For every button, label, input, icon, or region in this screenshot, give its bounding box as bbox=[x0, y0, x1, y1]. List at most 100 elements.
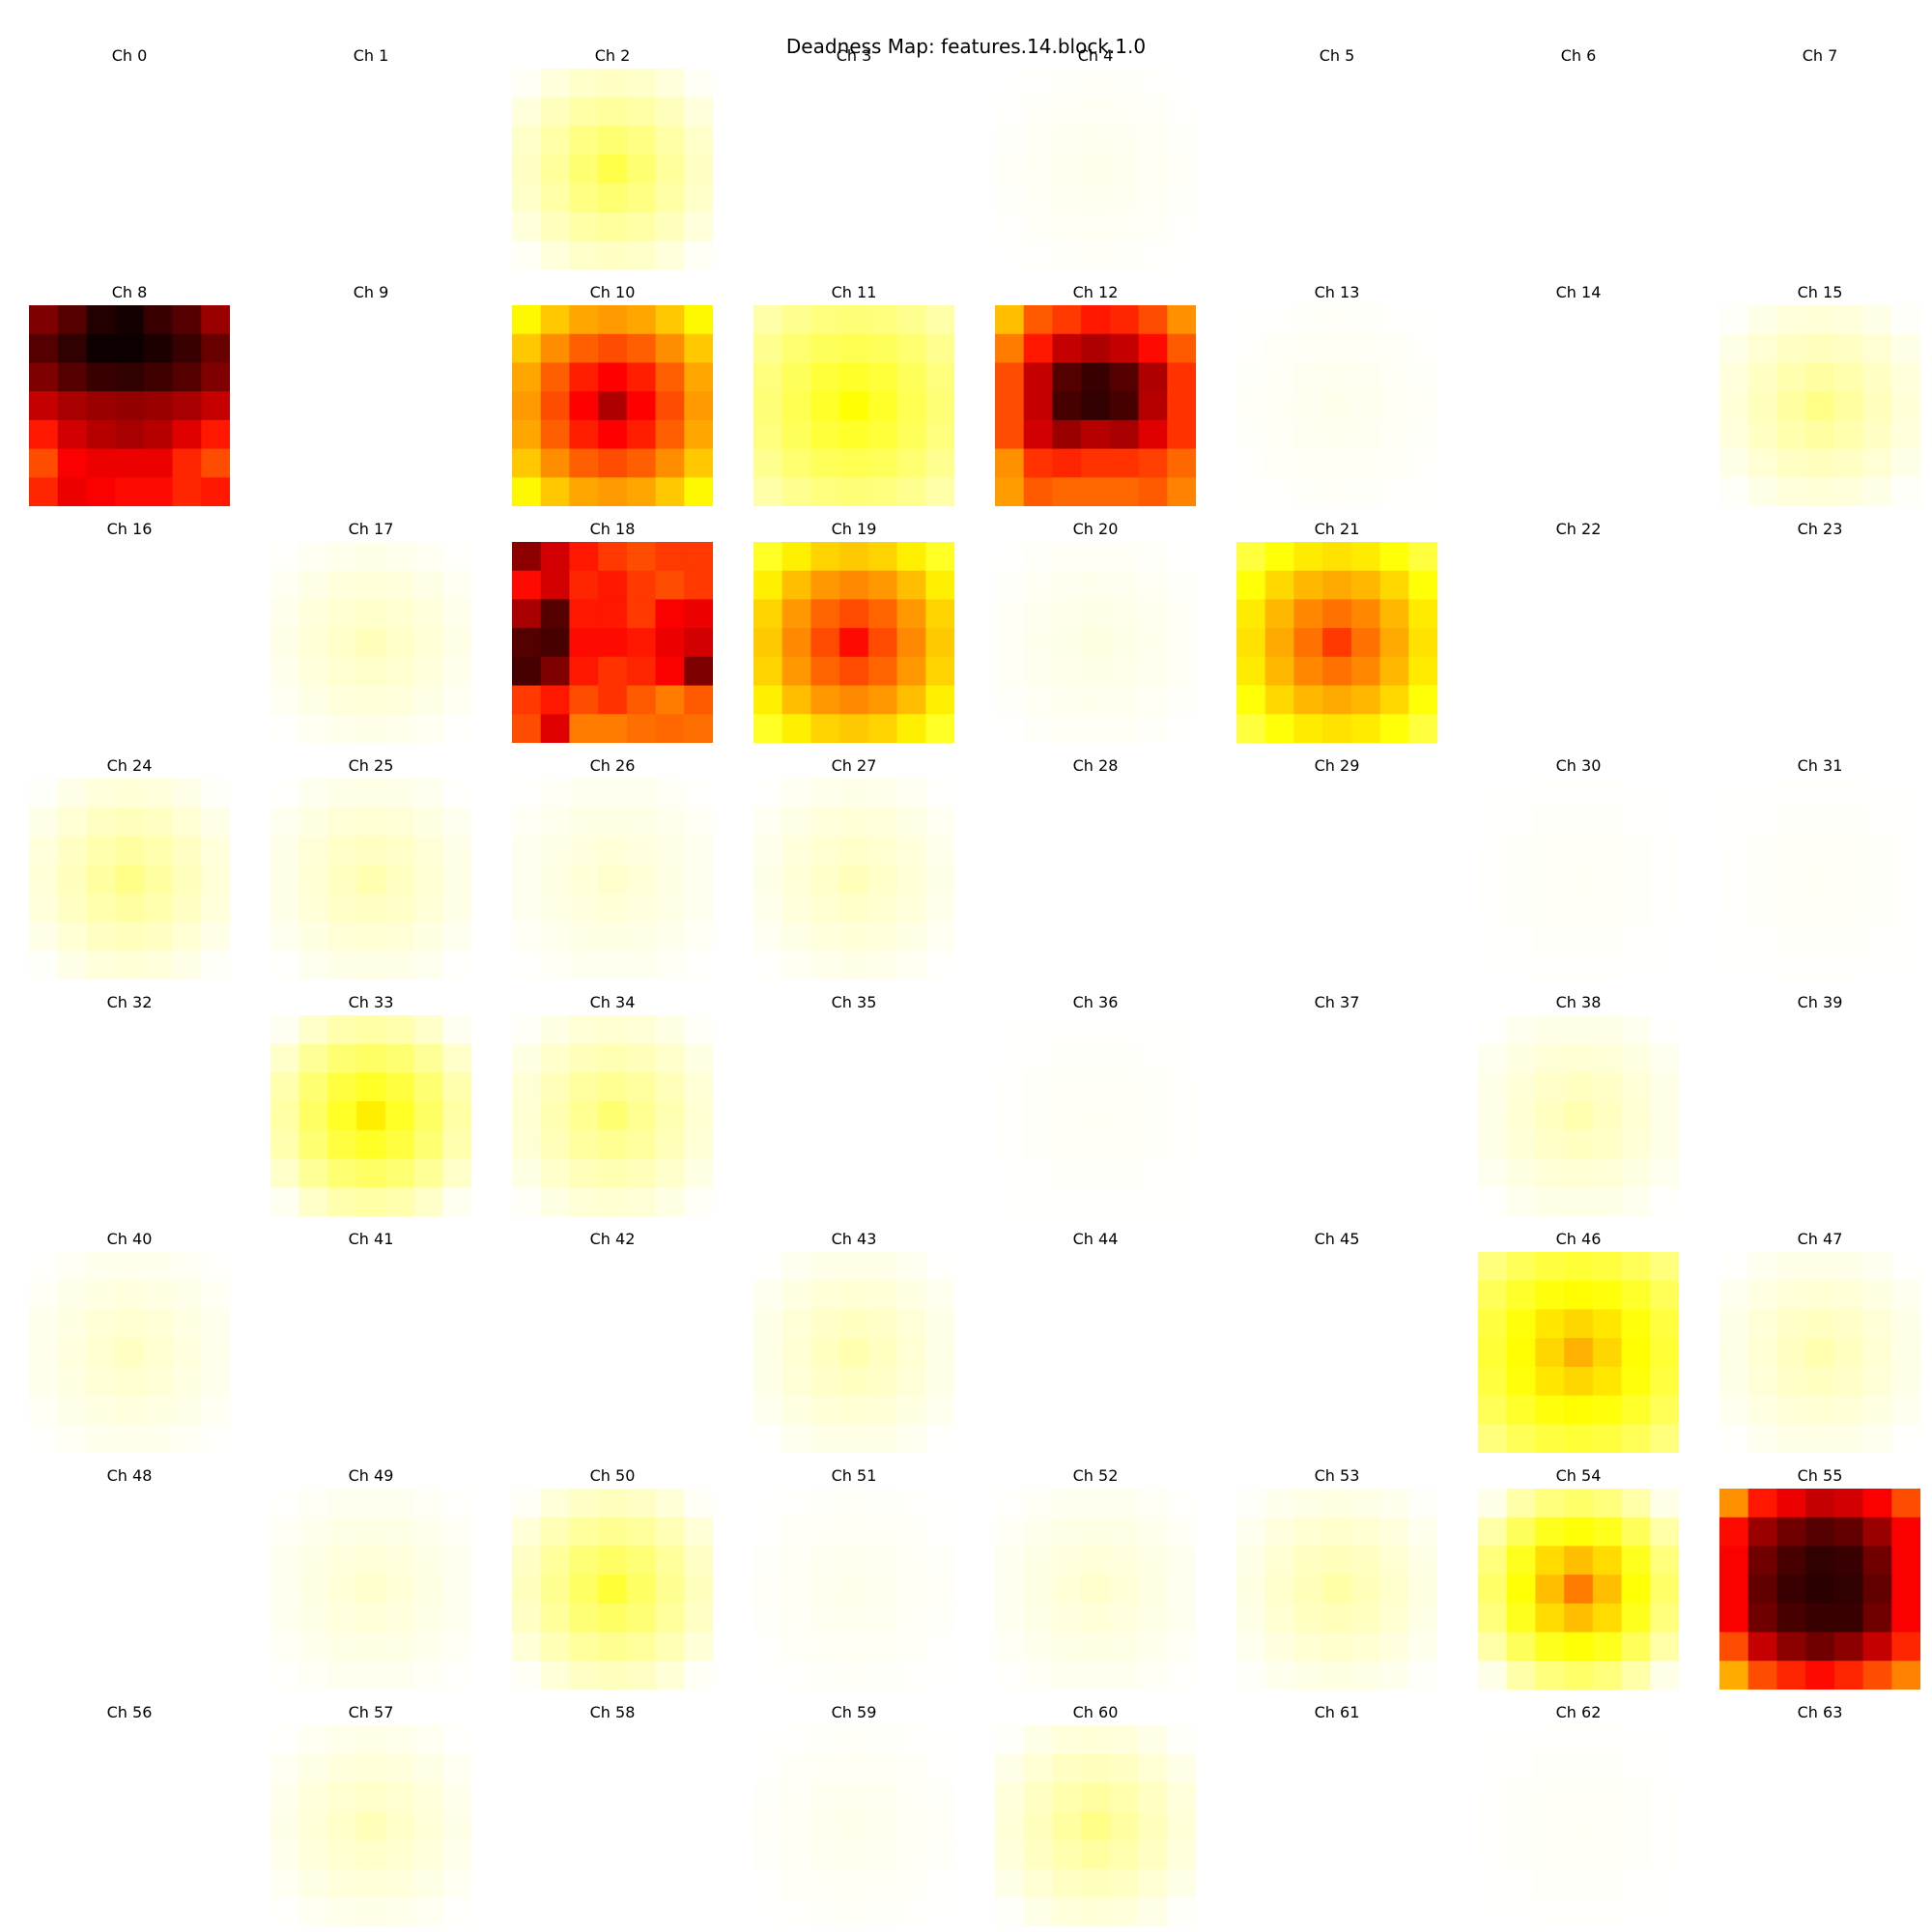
heatmap-cell bbox=[384, 779, 415, 809]
heatmap-cell bbox=[86, 391, 116, 421]
heatmap-cell bbox=[626, 807, 657, 838]
heatmap-cell bbox=[1236, 1158, 1266, 1188]
heatmap-cell bbox=[172, 1395, 202, 1425]
heatmap-cell bbox=[1052, 448, 1082, 478]
heatmap-cell bbox=[839, 1158, 869, 1188]
heatmap-cell bbox=[384, 1366, 415, 1397]
heatmap-cell bbox=[655, 391, 685, 421]
heatmap-cell bbox=[442, 1101, 471, 1131]
heatmap-cell bbox=[896, 333, 926, 364]
heatmap-cell bbox=[1023, 714, 1054, 743]
heatmap-cell bbox=[1747, 570, 1778, 601]
channel-title: Ch 22 bbox=[1555, 520, 1602, 538]
heatmap-cell bbox=[995, 419, 1025, 450]
heatmap-cell bbox=[1236, 1575, 1266, 1605]
heatmap-cell bbox=[1379, 155, 1409, 185]
heatmap-cell bbox=[810, 1546, 840, 1576]
heatmap-cell bbox=[626, 1252, 657, 1282]
heatmap-cell bbox=[1023, 1661, 1054, 1690]
heatmap-cell bbox=[1236, 333, 1266, 364]
heatmap-cell bbox=[327, 685, 357, 715]
heatmap-cell bbox=[810, 951, 840, 980]
heatmap-cell bbox=[413, 333, 443, 364]
heatmap-cell bbox=[115, 865, 145, 895]
heatmap-cell bbox=[781, 305, 812, 335]
heatmap-cell bbox=[384, 419, 415, 450]
channel-title: Ch 52 bbox=[1072, 1466, 1119, 1485]
heatmap-cell bbox=[1081, 1575, 1111, 1605]
heatmap-cell bbox=[1081, 1811, 1111, 1841]
heatmap-cell bbox=[1350, 807, 1381, 838]
heatmap-cell bbox=[1833, 1395, 1864, 1425]
heatmap-cell bbox=[896, 893, 926, 923]
heatmap-cell bbox=[1023, 1015, 1054, 1045]
heatmap-cell bbox=[1264, 305, 1295, 335]
heatmap-cell bbox=[1891, 1015, 1920, 1045]
heatmap-cell bbox=[781, 391, 812, 421]
heatmap-cell bbox=[1408, 1603, 1437, 1634]
heatmap-cell bbox=[896, 1280, 926, 1311]
heatmap-cell bbox=[1650, 362, 1679, 392]
heatmap-cell bbox=[442, 419, 471, 450]
heatmap-cell bbox=[298, 1517, 329, 1548]
heatmap-cell bbox=[327, 477, 357, 506]
heatmap-cell bbox=[1862, 1725, 1892, 1755]
heatmap-cell bbox=[1719, 126, 1749, 156]
channel-panel: Ch 53 bbox=[1236, 1466, 1437, 1690]
heatmap-cell bbox=[1236, 1043, 1266, 1074]
heatmap-cell bbox=[143, 1489, 174, 1519]
heatmap-cell bbox=[442, 69, 471, 99]
heatmap-cell bbox=[1052, 1101, 1082, 1131]
heatmap-cell bbox=[655, 1725, 685, 1755]
heatmap-cell bbox=[569, 1043, 599, 1074]
heatmap-cell bbox=[1891, 183, 1920, 213]
channel-heatmap bbox=[512, 69, 713, 270]
heatmap-cell bbox=[1379, 126, 1409, 156]
heatmap-cell bbox=[172, 1546, 202, 1576]
heatmap-cell bbox=[1478, 1309, 1508, 1339]
heatmap-cell bbox=[356, 542, 386, 572]
heatmap-cell bbox=[1408, 1632, 1437, 1662]
heatmap-cell bbox=[201, 126, 230, 156]
heatmap-cell bbox=[172, 1424, 202, 1453]
heatmap-cell bbox=[995, 599, 1025, 629]
heatmap-cell bbox=[442, 333, 471, 364]
heatmap-cell bbox=[1264, 714, 1295, 743]
heatmap-cell bbox=[270, 1546, 300, 1576]
heatmap-cell bbox=[896, 1338, 926, 1368]
heatmap-cell bbox=[598, 1753, 628, 1784]
heatmap-cell bbox=[1322, 419, 1352, 450]
heatmap-cell bbox=[57, 1811, 88, 1841]
heatmap-cell bbox=[1592, 1517, 1623, 1548]
heatmap-cell bbox=[1350, 1839, 1381, 1870]
heatmap-cell bbox=[384, 836, 415, 866]
heatmap-cell bbox=[1379, 865, 1409, 895]
heatmap-cell bbox=[1293, 1517, 1323, 1548]
heatmap-cell bbox=[327, 126, 357, 156]
heatmap-cell bbox=[327, 951, 357, 980]
heatmap-cell bbox=[753, 1424, 783, 1453]
heatmap-cell bbox=[1408, 448, 1437, 478]
heatmap-cell bbox=[810, 391, 840, 421]
heatmap-cell bbox=[925, 1072, 954, 1102]
heatmap-cell bbox=[925, 1280, 954, 1311]
heatmap-cell bbox=[1167, 126, 1196, 156]
heatmap-cell bbox=[1138, 599, 1168, 629]
channel-heatmap bbox=[512, 1015, 713, 1216]
heatmap-cell bbox=[839, 1753, 869, 1784]
heatmap-cell bbox=[655, 1424, 685, 1453]
heatmap-cell bbox=[1408, 419, 1437, 450]
heatmap-cell bbox=[540, 69, 571, 99]
heatmap-cell bbox=[781, 1517, 812, 1548]
heatmap-cell bbox=[1350, 1129, 1381, 1160]
heatmap-cell bbox=[356, 241, 386, 270]
heatmap-cell bbox=[1379, 542, 1409, 572]
heatmap-cell bbox=[29, 1072, 59, 1102]
heatmap-cell bbox=[1478, 1839, 1508, 1870]
heatmap-cell bbox=[1023, 183, 1054, 213]
heatmap-cell bbox=[540, 333, 571, 364]
heatmap-cell bbox=[598, 1489, 628, 1519]
heatmap-cell bbox=[1592, 241, 1623, 270]
heatmap-cell bbox=[298, 419, 329, 450]
heatmap-cell bbox=[810, 126, 840, 156]
